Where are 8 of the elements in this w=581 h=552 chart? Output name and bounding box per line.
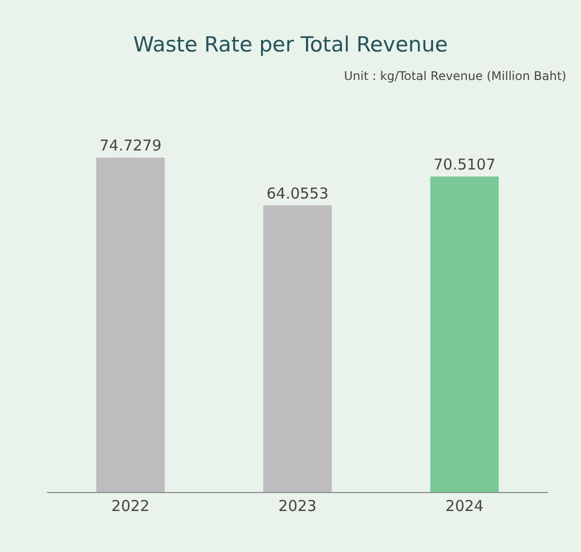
data-label: 74.7279 bbox=[99, 136, 162, 155]
data-label: 70.5107 bbox=[433, 155, 496, 174]
x-tick-label: 2023 bbox=[278, 497, 317, 516]
x-tick-label: 2022 bbox=[111, 497, 150, 516]
x-tick-label: 2024 bbox=[445, 497, 484, 516]
chart-title: Waste Rate per Total Revenue bbox=[133, 32, 448, 57]
data-label: 64.0553 bbox=[266, 184, 329, 202]
chart-subtitle: Unit : kg/Total Revenue (Million Baht) bbox=[344, 69, 566, 83]
